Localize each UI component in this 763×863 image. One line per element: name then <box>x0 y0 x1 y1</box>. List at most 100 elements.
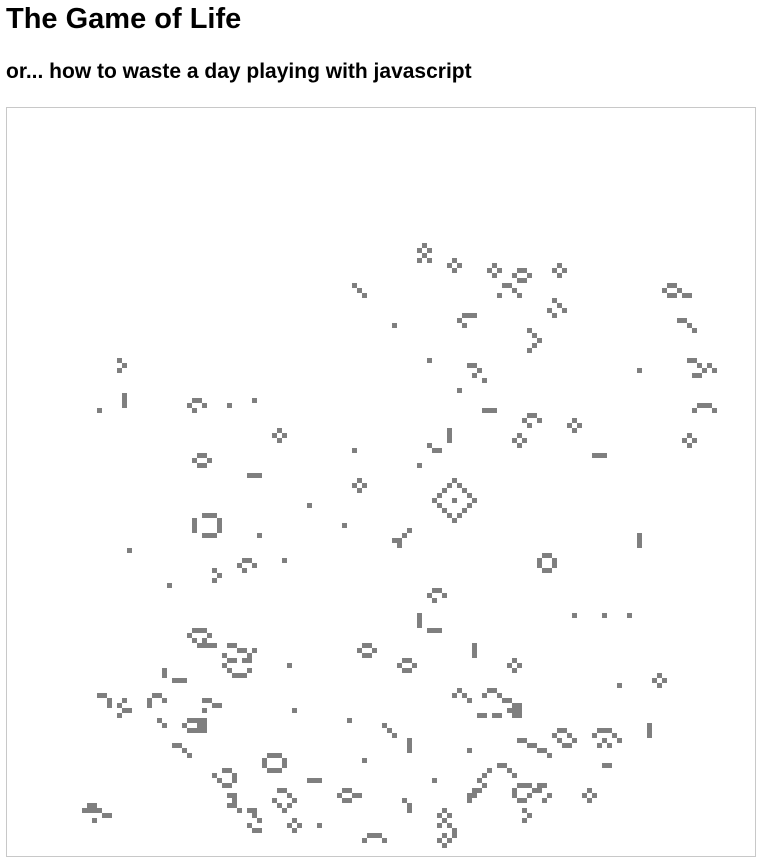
live-cell[interactable] <box>687 323 692 328</box>
live-cell[interactable] <box>472 788 477 793</box>
live-cell[interactable] <box>552 563 557 568</box>
live-cell[interactable] <box>597 728 602 733</box>
live-cell[interactable] <box>597 743 602 748</box>
live-cell[interactable] <box>417 258 422 263</box>
live-cell[interactable] <box>527 783 532 788</box>
live-cell[interactable] <box>582 793 587 798</box>
live-cell[interactable] <box>352 483 357 488</box>
live-cell[interactable] <box>562 268 567 273</box>
live-cell[interactable] <box>562 743 567 748</box>
live-cell[interactable] <box>657 673 662 678</box>
live-cell[interactable] <box>97 808 102 813</box>
live-cell[interactable] <box>477 778 482 783</box>
live-cell[interactable] <box>362 758 367 763</box>
live-cell[interactable] <box>547 553 552 558</box>
live-cell[interactable] <box>147 703 152 708</box>
live-cell[interactable] <box>277 753 282 758</box>
live-cell[interactable] <box>162 668 167 673</box>
live-cell[interactable] <box>517 703 522 708</box>
live-cell[interactable] <box>712 408 717 413</box>
live-cell[interactable] <box>242 673 247 678</box>
live-cell[interactable] <box>207 633 212 638</box>
live-cell[interactable] <box>437 503 442 508</box>
live-cell[interactable] <box>402 798 407 803</box>
live-cell[interactable] <box>362 838 367 843</box>
live-cell[interactable] <box>692 408 697 413</box>
live-cell[interactable] <box>557 738 562 743</box>
live-cell[interactable] <box>122 393 127 398</box>
live-cell[interactable] <box>437 823 442 828</box>
live-cell[interactable] <box>197 628 202 633</box>
live-cell[interactable] <box>492 273 497 278</box>
live-cell[interactable] <box>517 293 522 298</box>
live-cell[interactable] <box>602 763 607 768</box>
live-cell[interactable] <box>617 683 622 688</box>
live-cell[interactable] <box>232 673 237 678</box>
live-cell[interactable] <box>252 473 257 478</box>
live-cell[interactable] <box>227 658 232 663</box>
live-cell[interactable] <box>232 773 237 778</box>
live-cell[interactable] <box>412 663 417 668</box>
live-cell[interactable] <box>477 788 482 793</box>
live-cell[interactable] <box>452 498 457 503</box>
live-cell[interactable] <box>552 558 557 563</box>
live-cell[interactable] <box>452 833 457 838</box>
live-cell[interactable] <box>207 643 212 648</box>
live-cell[interactable] <box>202 403 207 408</box>
live-cell[interactable] <box>237 808 242 813</box>
live-cell[interactable] <box>417 248 422 253</box>
live-cell[interactable] <box>362 483 367 488</box>
live-cell[interactable] <box>107 813 112 818</box>
live-cell[interactable] <box>277 803 282 808</box>
live-cell[interactable] <box>637 538 642 543</box>
live-cell[interactable] <box>607 743 612 748</box>
live-cell[interactable] <box>202 453 207 458</box>
live-cell[interactable] <box>352 793 357 798</box>
live-cell[interactable] <box>217 518 222 523</box>
live-cell[interactable] <box>317 823 322 828</box>
live-cell[interactable] <box>402 668 407 673</box>
live-cell[interactable] <box>522 738 527 743</box>
live-cell[interactable] <box>107 698 112 703</box>
live-cell[interactable] <box>442 818 447 823</box>
live-cell[interactable] <box>592 733 597 738</box>
live-cell[interactable] <box>307 778 312 783</box>
live-cell[interactable] <box>477 368 482 373</box>
live-cell[interactable] <box>232 658 237 663</box>
live-cell[interactable] <box>122 363 127 368</box>
live-cell[interactable] <box>482 783 487 788</box>
live-cell[interactable] <box>212 578 217 583</box>
live-cell[interactable] <box>602 738 607 743</box>
live-cell[interactable] <box>482 378 487 383</box>
live-cell[interactable] <box>202 638 207 643</box>
live-cell[interactable] <box>257 818 262 823</box>
live-cell[interactable] <box>227 668 232 673</box>
live-cell[interactable] <box>217 528 222 533</box>
live-cell[interactable] <box>452 693 457 698</box>
live-cell[interactable] <box>202 533 207 538</box>
live-cell[interactable] <box>557 263 562 268</box>
live-cell[interactable] <box>547 308 552 313</box>
live-cell[interactable] <box>287 793 292 798</box>
live-cell[interactable] <box>512 793 517 798</box>
live-cell[interactable] <box>512 668 517 673</box>
live-cell[interactable] <box>202 718 207 723</box>
live-cell[interactable] <box>207 698 212 703</box>
live-cell[interactable] <box>192 628 197 633</box>
live-cell[interactable] <box>192 528 197 533</box>
live-cell[interactable] <box>572 418 577 423</box>
live-cell[interactable] <box>357 288 362 293</box>
live-cell[interactable] <box>517 783 522 788</box>
live-cell[interactable] <box>517 798 522 803</box>
live-cell[interactable] <box>187 718 192 723</box>
live-cell[interactable] <box>482 693 487 698</box>
live-cell[interactable] <box>102 693 107 698</box>
live-cell[interactable] <box>357 793 362 798</box>
live-cell[interactable] <box>442 488 447 493</box>
live-cell[interactable] <box>677 318 682 323</box>
live-cell[interactable] <box>377 833 382 838</box>
live-cell[interactable] <box>532 333 537 338</box>
live-cell[interactable] <box>177 678 182 683</box>
live-cell[interactable] <box>397 538 402 543</box>
live-cell[interactable] <box>272 768 277 773</box>
